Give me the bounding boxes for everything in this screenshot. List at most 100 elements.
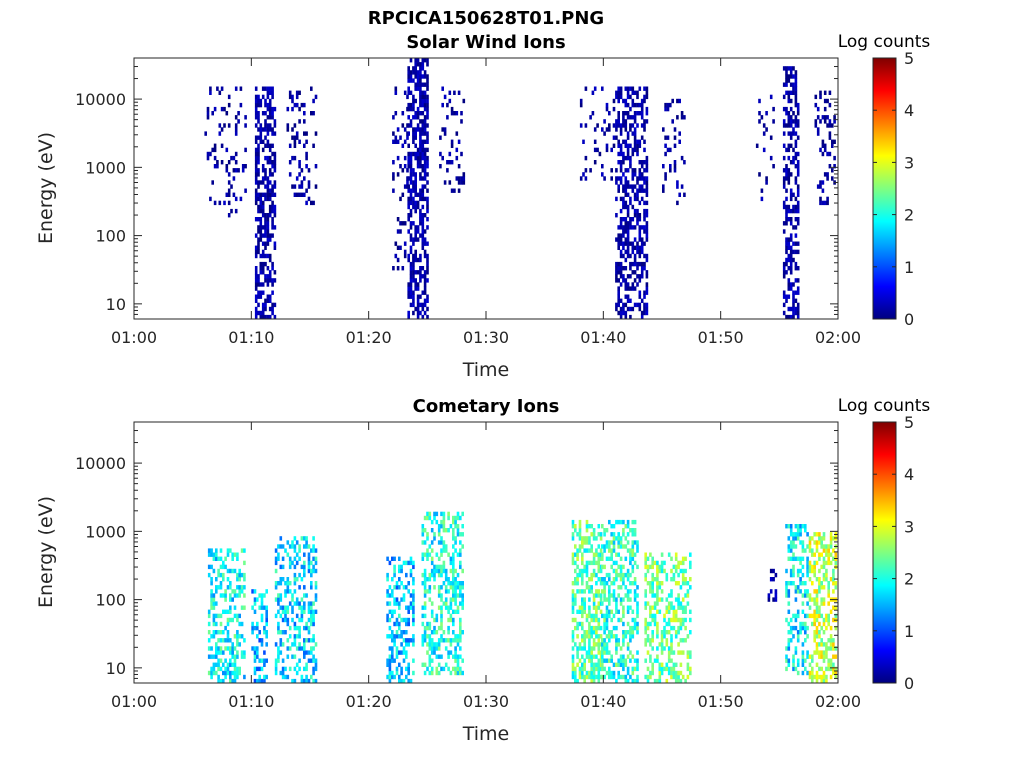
spectrogram-cell <box>782 176 786 181</box>
spectrogram-cell <box>813 621 816 627</box>
spectrogram-cell <box>314 642 318 647</box>
spectrogram-cell <box>787 286 791 291</box>
spectrogram-cell <box>683 160 686 165</box>
spectrogram-cell <box>219 638 223 643</box>
spectrogram-cell <box>792 658 795 663</box>
spectrogram-cell <box>677 678 680 684</box>
spectrogram-cell <box>667 601 671 606</box>
spectrogram-cell <box>673 164 677 169</box>
spectrogram-cell <box>610 540 613 545</box>
spectrogram-cell <box>254 135 258 140</box>
x-tick-label: 01:10 <box>228 328 274 347</box>
spectrogram-cell <box>603 630 606 635</box>
spectrogram-cell <box>271 278 274 283</box>
spectrogram-cell <box>649 670 652 676</box>
spectrogram-cell <box>672 674 676 680</box>
spectrogram-cell <box>631 204 635 210</box>
spectrogram-cell <box>645 111 649 116</box>
spectrogram-cell <box>423 282 427 287</box>
spectrogram-cell <box>409 102 413 108</box>
spectrogram-cell <box>815 670 819 676</box>
colorbar-gradient <box>872 57 897 320</box>
spectrogram-cell <box>583 536 586 541</box>
spectrogram-cell <box>667 617 671 623</box>
spectrogram-cell <box>457 164 461 169</box>
spectrogram-cell <box>426 115 429 120</box>
spectrogram-cell <box>236 654 239 659</box>
spectrogram-cell <box>303 642 306 647</box>
spectrogram-cell <box>412 70 415 75</box>
spectrogram-cell <box>584 155 588 161</box>
spectrogram-cell <box>787 155 791 161</box>
spectrogram-cell <box>426 257 429 263</box>
spectrogram-cell <box>210 597 213 602</box>
spectrogram-cell <box>277 581 280 586</box>
spectrogram-cell <box>689 670 692 676</box>
spectrogram-cell <box>622 662 625 667</box>
spectrogram-cell <box>599 634 603 639</box>
spectrogram-cell <box>394 86 398 91</box>
spectrogram-cell <box>588 650 591 655</box>
spectrogram-cell <box>293 642 297 647</box>
spectrogram-cell <box>259 102 263 108</box>
spectrogram-cell <box>665 666 669 672</box>
spectrogram-cell <box>822 658 826 663</box>
spectrogram-cell <box>412 270 415 275</box>
spectrogram-cell <box>409 221 413 226</box>
spectrogram-cell <box>310 674 313 680</box>
spectrogram-cell <box>579 123 583 128</box>
spectrogram-cell <box>414 225 417 230</box>
spectrogram-cell <box>409 58 413 63</box>
spectrogram-cell <box>459 601 462 606</box>
spectrogram-cell <box>825 617 828 623</box>
spectrogram-cell <box>656 564 659 570</box>
spectrogram-cell <box>264 221 267 226</box>
spectrogram-cell <box>834 581 838 586</box>
spectrogram-cell <box>433 515 436 521</box>
spectrogram-cell <box>601 601 604 606</box>
spectrogram-cell <box>437 646 441 651</box>
spectrogram-cell <box>421 82 425 87</box>
spectrogram-cell <box>789 257 793 263</box>
spectrogram-cell <box>407 638 410 643</box>
spectrogram-cell <box>254 86 258 91</box>
spectrogram-cell <box>391 577 394 582</box>
spectrogram-cell <box>260 593 264 598</box>
spectrogram-cell <box>578 646 582 651</box>
spectrogram-cell <box>409 208 413 214</box>
spectrogram-cell <box>254 270 258 275</box>
spectrogram-cell <box>312 613 315 619</box>
spectrogram-cell <box>653 577 657 582</box>
spectrogram-cell <box>273 192 277 197</box>
spectrogram-cell <box>263 662 266 667</box>
spectrogram-cell <box>253 654 257 659</box>
spectrogram-cell <box>209 86 212 91</box>
spectrogram-cell <box>396 155 400 161</box>
spectrogram-cell <box>307 184 311 189</box>
spectrogram-cell <box>450 106 454 112</box>
spectrogram-cell <box>782 106 786 112</box>
spectrogram-cell <box>640 164 644 169</box>
spectrogram-cell <box>454 577 457 582</box>
spectrogram-cell <box>421 241 425 246</box>
spectrogram-cell <box>640 135 644 140</box>
spectrogram-cell <box>626 208 630 214</box>
spectrogram-cell <box>407 617 410 623</box>
spectrogram-cell <box>271 172 274 177</box>
spectrogram-cell <box>254 155 258 161</box>
spectrogram-cell <box>804 666 807 672</box>
spectrogram-cell <box>785 261 788 267</box>
spectrogram-cell <box>461 658 464 663</box>
spectrogram-cell <box>412 589 415 594</box>
spectrogram-cell <box>412 638 415 643</box>
spectrogram-cell <box>806 589 809 594</box>
spectrogram-cell <box>303 646 306 651</box>
spectrogram-cell <box>226 670 230 676</box>
spectrogram-cell <box>224 564 227 570</box>
spectrogram-cell <box>684 678 687 684</box>
spectrogram-cell <box>298 605 301 610</box>
spectrogram-cell <box>633 90 637 95</box>
spectrogram-cell <box>787 556 791 561</box>
spectrogram-cell <box>615 180 618 185</box>
